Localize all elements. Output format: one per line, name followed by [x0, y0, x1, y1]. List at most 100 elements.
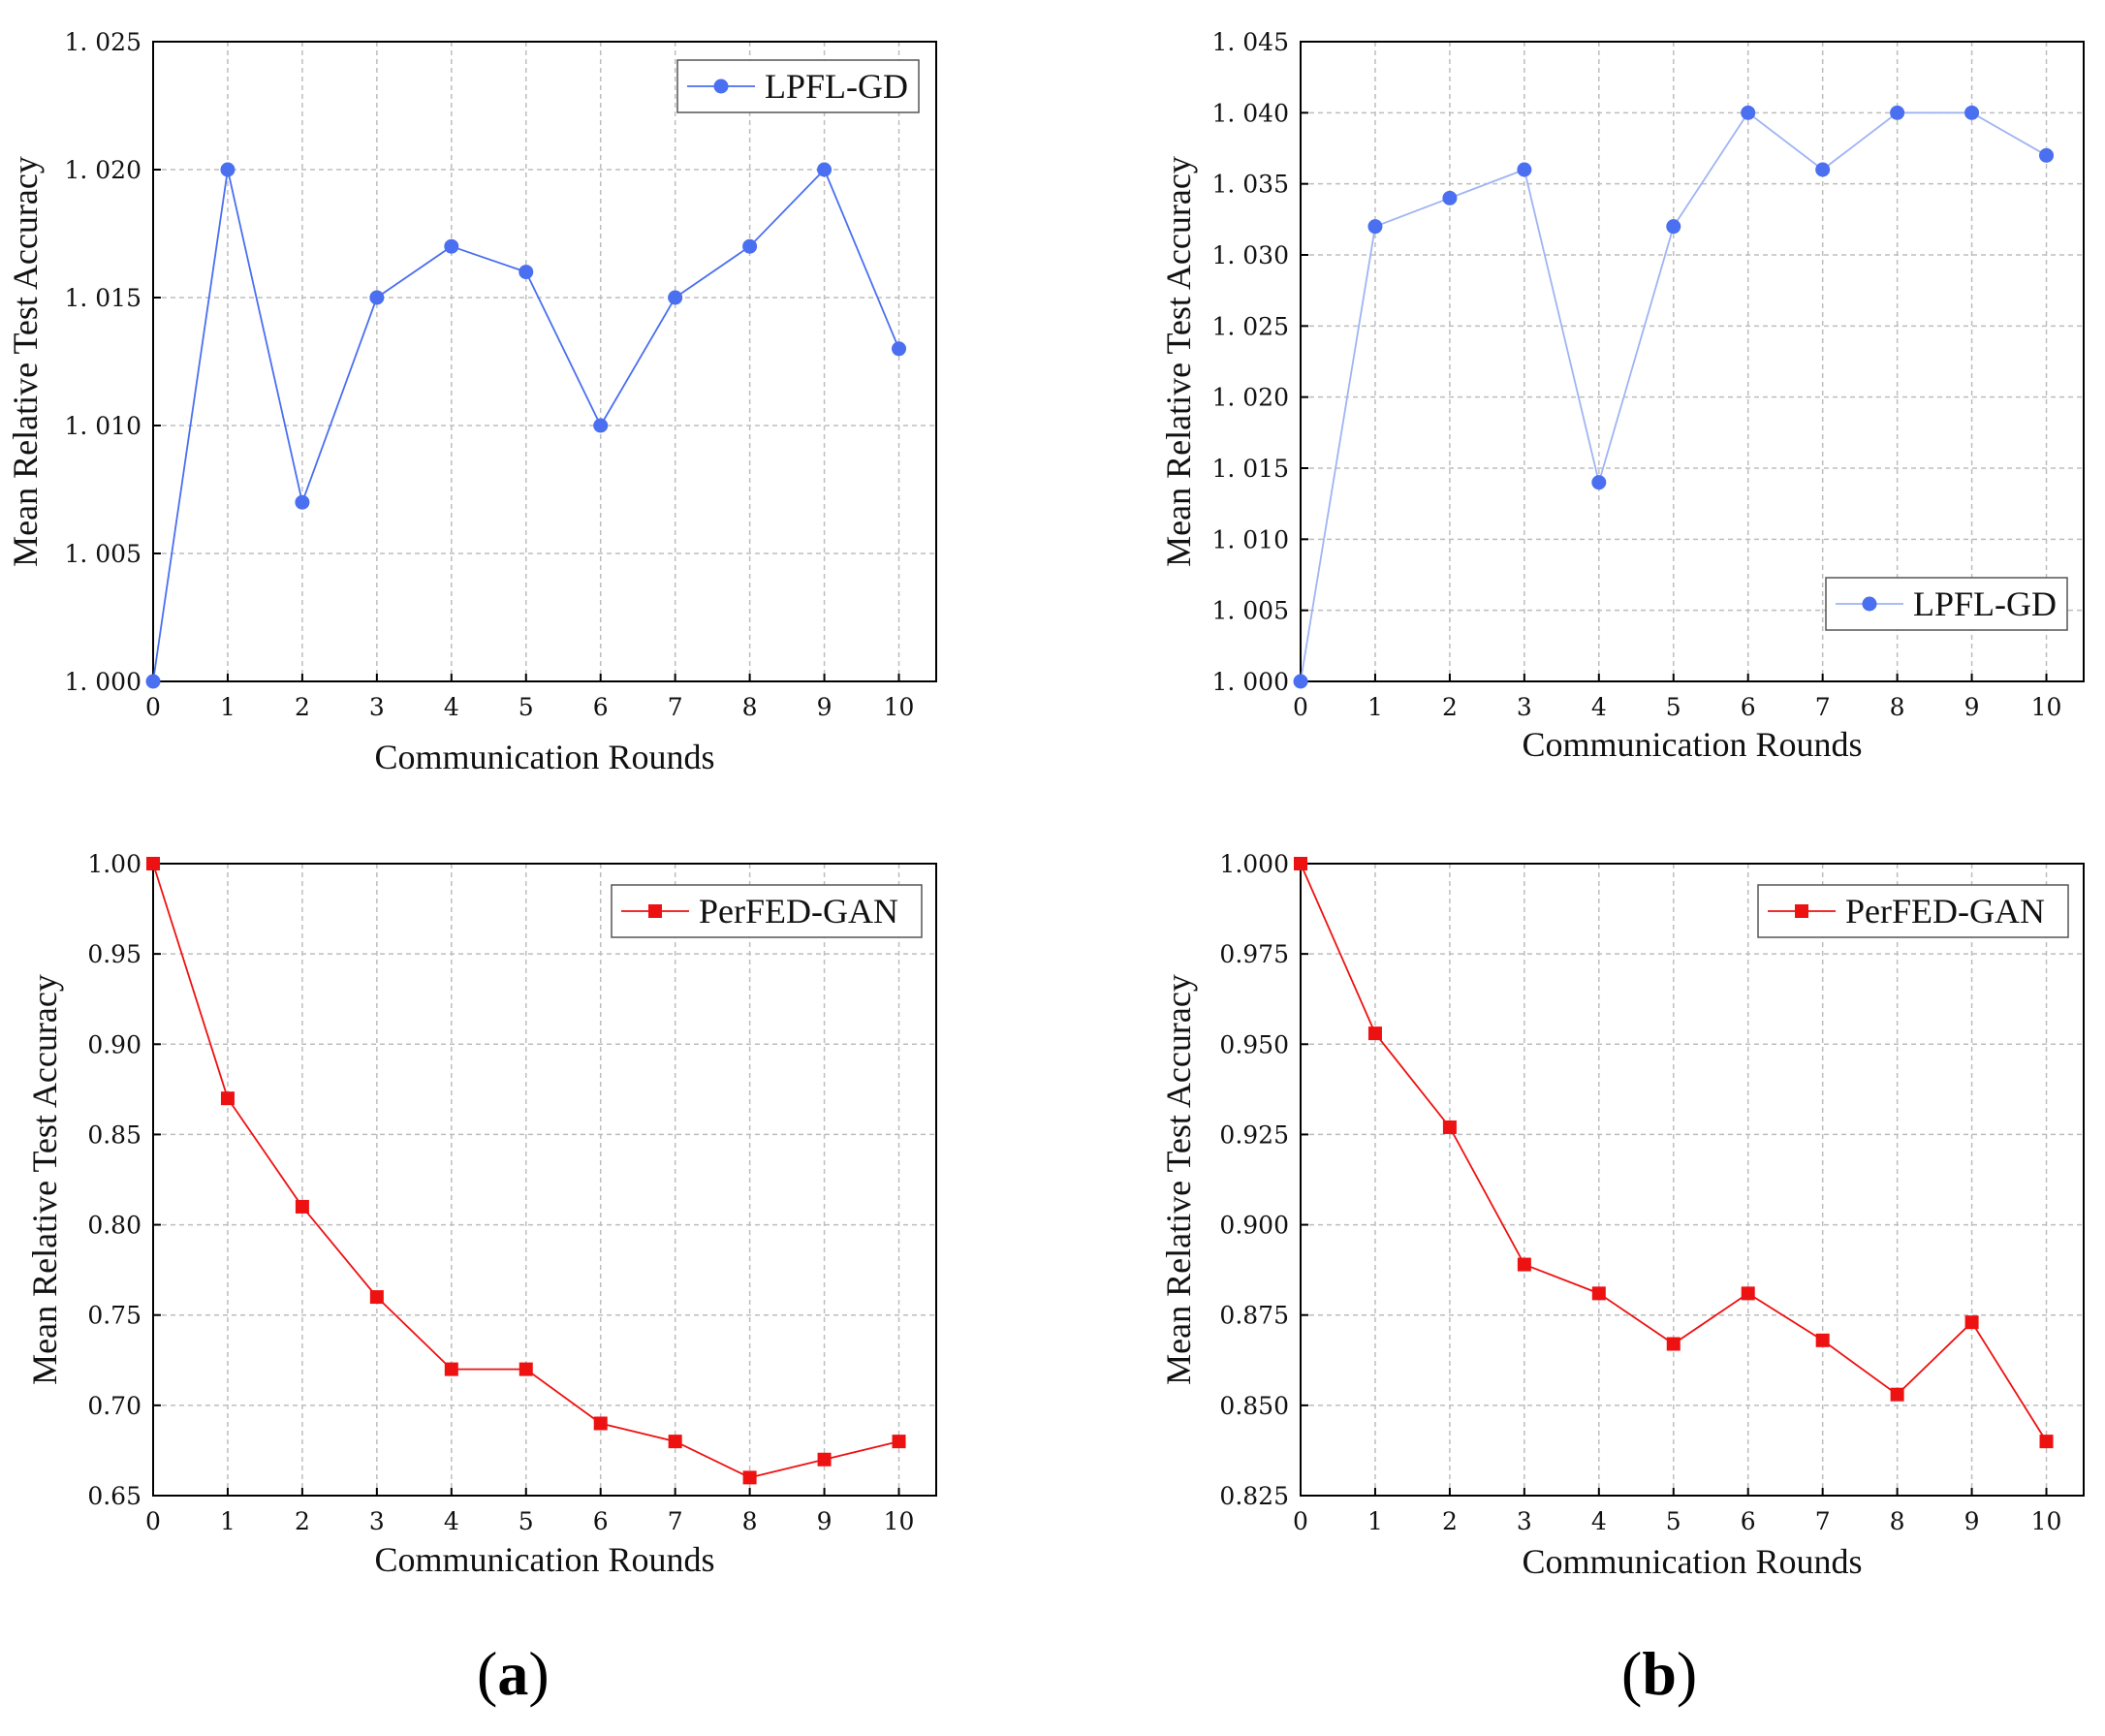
x-tick-label: 0 [1293, 693, 1308, 721]
data-point [1964, 105, 1980, 120]
data-point [1442, 190, 1458, 205]
x-tick-label: 8 [742, 1507, 758, 1535]
y-tick-label: 1. 035 [1211, 171, 1289, 199]
x-tick-label: 9 [1964, 1507, 1980, 1535]
data-point [295, 1199, 309, 1214]
data-point [1517, 1257, 1531, 1272]
y-tick-label: 1. 000 [64, 668, 141, 696]
data-point [1442, 1120, 1457, 1134]
y-axis-title: Mean Relative Test Accuracy [1159, 974, 1198, 1385]
y-tick-label: 1. 030 [1211, 241, 1289, 269]
data-point [369, 290, 385, 305]
y-tick-label: 0.70 [87, 1392, 141, 1420]
x-tick-label: 0 [1293, 1507, 1308, 1535]
y-tick-label: 0.825 [1219, 1482, 1289, 1510]
data-point [1964, 1315, 1979, 1330]
data-point [444, 238, 459, 254]
data-point [1890, 105, 1905, 120]
x-tick-label: 10 [2031, 693, 2062, 721]
y-axis-title: Mean Relative Test Accuracy [25, 974, 64, 1385]
y-tick-label: 0.975 [1219, 940, 1289, 968]
plot-frame [1300, 41, 2085, 682]
data-point [1815, 162, 1831, 177]
data-point [668, 1435, 682, 1449]
data-point [668, 290, 683, 305]
x-tick-label: 10 [884, 1507, 915, 1535]
data-point [593, 1416, 608, 1431]
y-tick-label: 1. 025 [64, 28, 141, 56]
x-tick-label: 3 [1517, 1507, 1532, 1535]
data-point [1815, 1333, 1830, 1347]
x-tick-label: 9 [817, 693, 833, 721]
data-point [145, 674, 161, 689]
y-tick-label: 1. 010 [64, 412, 141, 440]
x-tick-label: 9 [1964, 693, 1980, 721]
panel-label-a-letter: a [497, 1639, 529, 1708]
data-point [1890, 1387, 1904, 1402]
data-point [1591, 475, 1607, 490]
legend: PerFED-GAN [611, 884, 923, 938]
x-tick-label: 7 [1815, 1507, 1831, 1535]
x-tick-label: 3 [369, 693, 385, 721]
data-point [892, 341, 907, 357]
x-tick-label: 4 [444, 693, 459, 721]
y-tick-label: 0.950 [1219, 1030, 1289, 1058]
data-point [518, 265, 534, 280]
y-tick-label: 0.875 [1219, 1302, 1289, 1330]
x-tick-label: 2 [295, 693, 310, 721]
x-tick-label: 10 [2031, 1507, 2062, 1535]
data-point [2039, 1435, 2054, 1449]
y-tick-label: 1. 045 [1211, 28, 1289, 56]
data-point [2039, 147, 2055, 163]
panel-label-a: (a) [477, 1639, 550, 1708]
x-tick-label: 4 [1591, 1507, 1607, 1535]
data-point [1293, 674, 1308, 689]
data-point [1666, 219, 1681, 235]
data-point [1591, 1286, 1606, 1301]
x-axis-title: Communication Rounds [375, 738, 715, 776]
data-point [1741, 1286, 1755, 1301]
plot-frame [152, 41, 937, 682]
y-tick-label: 0.75 [87, 1302, 141, 1330]
y-tick-label: 1. 015 [64, 284, 141, 312]
y-tick-label: 1. 040 [1211, 99, 1289, 127]
y-tick-label: 0.85 [87, 1121, 141, 1149]
panel-label-b: (b) [1621, 1639, 1698, 1708]
y-tick-label: 0.90 [87, 1030, 141, 1058]
data-point [1294, 857, 1307, 870]
data-point [518, 1362, 533, 1376]
x-tick-label: 0 [145, 1507, 161, 1535]
y-tick-label: 0.95 [87, 940, 141, 968]
y-tick-label: 1.00 [87, 850, 141, 878]
data-point [295, 494, 310, 510]
plot-frame [1300, 863, 2085, 1497]
legend-marker [648, 904, 662, 918]
legend: PerFED-GAN [1757, 884, 2069, 938]
y-tick-label: 0.900 [1219, 1212, 1289, 1240]
y-axis-title: Mean Relative Test Accuracy [1159, 156, 1198, 567]
data-point [444, 1362, 458, 1376]
y-tick-label: 0.925 [1219, 1121, 1289, 1149]
legend: LPFL-GD [1825, 577, 2068, 631]
x-tick-label: 8 [1890, 693, 1905, 721]
legend-label: PerFED-GAN [699, 892, 898, 931]
chart-b-top: 0 1 2 3 4 5 6 7 8 9 10 1. 000 1. 005 1. 010 1. 015 1. 0… [1159, 28, 2085, 764]
data-point [220, 1091, 235, 1106]
x-tick-label: 5 [518, 693, 534, 721]
legend-label: LPFL-GD [1913, 584, 2057, 623]
plot-frame [152, 863, 937, 1497]
data-point [817, 162, 833, 177]
x-tick-label: 6 [1741, 1507, 1756, 1535]
y-tick-label: 1. 005 [64, 540, 141, 568]
data-point [1367, 1026, 1382, 1041]
chart-b-bottom: 0 1 2 3 4 5 6 7 8 9 10 0.825 0.850 0.875 0.900 0.925 0.9… [1159, 850, 2085, 1581]
y-axis-title: Mean Relative Test Accuracy [6, 156, 45, 567]
x-axis-title: Communication Rounds [1523, 725, 1863, 764]
x-tick-label: 2 [295, 1507, 310, 1535]
y-tick-label: 1. 010 [1211, 525, 1289, 553]
data-point [817, 1452, 832, 1467]
x-tick-label: 5 [518, 1507, 534, 1535]
x-tick-label: 3 [369, 1507, 385, 1535]
legend: LPFL-GD [676, 59, 920, 113]
data-point [1517, 162, 1532, 177]
